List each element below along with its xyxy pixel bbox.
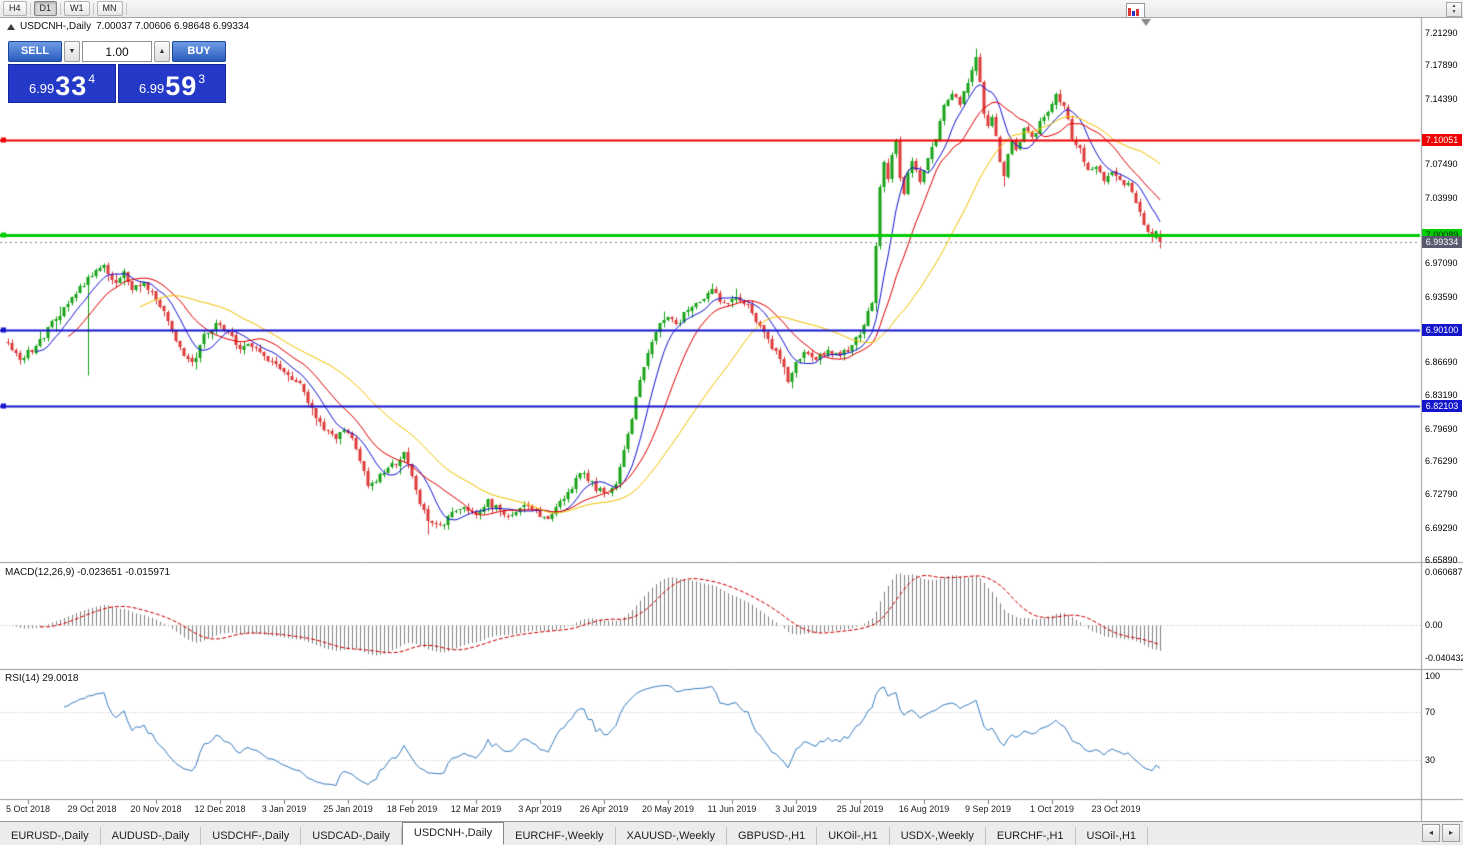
tab-usdcnh-daily[interactable]: USDCNH-,Daily — [401, 822, 505, 845]
level-price-tag-6-82103: 6.82103 — [1422, 399, 1462, 412]
mini-chart-red-bar — [1128, 8, 1131, 16]
timeframe-buttons: H4 D1 W1 MN — [0, 1, 127, 16]
sell-price-main: 33 — [55, 71, 88, 101]
date-axis-label: 23 Oct 2019 — [1091, 804, 1141, 814]
macd-axis-label: 0.060687 — [1425, 567, 1463, 577]
date-axis-label: 20 Nov 2018 — [130, 804, 182, 814]
date-axis-label: 11 Jun 2019 — [707, 804, 757, 814]
date-axis-label: 5 Oct 2018 — [5, 804, 51, 814]
date-axis-label: 26 Apr 2019 — [579, 804, 629, 814]
date-axis-label: 12 Mar 2019 — [450, 804, 502, 814]
mini-chart-blue-bar — [1132, 11, 1135, 16]
buy-price-main: 59 — [165, 71, 198, 101]
tab-usdx-weekly[interactable]: USDX-,Weekly — [890, 827, 986, 845]
date-axis-label: 25 Jan 2019 — [323, 804, 373, 814]
tab-eurchf-h1[interactable]: EURCHF-,H1 — [986, 827, 1076, 845]
sell-price-pip: 4 — [88, 72, 96, 86]
date-axis-label: 29 Oct 2018 — [67, 804, 117, 814]
date-axis-label: 3 Jan 2019 — [261, 804, 307, 814]
date-axis-label: 20 May 2019 — [641, 804, 695, 814]
macd-axis-label: 0.00 — [1425, 620, 1443, 630]
tab-usdchf-daily[interactable]: USDCHF-,Daily — [201, 827, 302, 845]
tab-usdcad-daily[interactable]: USDCAD-,Daily — [301, 827, 402, 845]
axis-scroll-arrows-icon[interactable]: ▲ ▼ — [1446, 2, 1462, 17]
price-axis-tick: 6.97090 — [1425, 258, 1458, 269]
price-axis-tick: 7.03990 — [1425, 192, 1458, 203]
one-click-trading-panel: SELL ▼ 1.00 ▲ BUY 6.99 33 4 6.99 59 3 — [8, 41, 226, 103]
macd-axis-label: -0.040432 — [1425, 653, 1463, 663]
volume-input[interactable]: 1.00 — [82, 41, 152, 62]
date-axis-label: 12 Dec 2018 — [194, 804, 246, 814]
timeframe-toolbar: H4 D1 W1 MN ▲ ▼ — [0, 0, 1463, 18]
level-price-tag-6-90100: 6.90100 — [1422, 323, 1462, 336]
buy-price-panel[interactable]: 6.99 59 3 — [118, 64, 226, 103]
rsi-axis-label: 70 — [1425, 707, 1436, 717]
sell-button[interactable]: SELL — [8, 41, 62, 62]
tab-audusd-daily[interactable]: AUDUSD-,Daily — [101, 827, 202, 845]
sell-price-panel[interactable]: 6.99 33 4 — [8, 64, 116, 103]
price-axis[interactable]: 7.21290 7.17890 7.14390 7.07490 7.03990 6.970… — [1421, 17, 1463, 800]
chart-tabs: EURUSD-,Daily AUDUSD-,Daily USDCHF-,Daily U… — [0, 822, 1149, 845]
time-axis[interactable]: 5 Oct 2018 29 Oct 2018 20 Nov 2018 12 Dec 2… — [0, 800, 1421, 821]
toolbar-separator — [125, 2, 127, 15]
price-axis-tick: 7.21290 — [1425, 28, 1458, 38]
timeframe-button-h4[interactable]: H4 — [3, 1, 27, 16]
chart-window-tabbar: EURUSD-,Daily AUDUSD-,Daily USDCHF-,Daily U… — [0, 821, 1463, 845]
tab-gbpusd-h1[interactable]: GBPUSD-,H1 — [727, 827, 818, 845]
date-axis-label: 3 Apr 2019 — [518, 804, 562, 814]
mini-chart-red-bar2 — [1136, 9, 1139, 16]
price-axis-tick: 6.79690 — [1425, 423, 1458, 434]
tab-eurusd-daily[interactable]: EURUSD-,Daily — [0, 827, 101, 845]
one-click-collapse-icon[interactable] — [7, 23, 15, 30]
date-axis-label: 9 Sep 2019 — [964, 804, 1012, 814]
price-axis-tick: 6.72790 — [1425, 489, 1458, 500]
date-axis-label: 16 Aug 2019 — [898, 804, 950, 814]
price-axis-tick: 7.14390 — [1425, 93, 1458, 104]
date-axis-label: 25 Jul 2019 — [836, 804, 884, 814]
timeframe-button-w1[interactable]: W1 — [64, 1, 90, 16]
tab-scroll-controls: ◂ ▸ — [1422, 824, 1463, 845]
volume-decrease-button[interactable]: ▼ — [64, 41, 80, 62]
price-axis-tick: 7.17890 — [1425, 60, 1458, 71]
date-axis-label: 3 Jul 2019 — [775, 804, 817, 814]
macd-indicator-label: MACD(12,26,9) -0.023651 -0.015971 — [5, 567, 171, 578]
tab-scroll-right-icon[interactable]: ▸ — [1442, 824, 1460, 842]
level-price-tag-7-10051: 7.10051 — [1422, 133, 1462, 146]
buy-price-pip: 3 — [198, 72, 206, 86]
rsi-axis-label: 30 — [1425, 755, 1436, 765]
chart-ohlc-values: 7.00037 7.00606 6.98648 6.99334 — [96, 21, 250, 32]
tab-usoil-h1[interactable]: USOil-,H1 — [1076, 827, 1149, 845]
tab-xauusd-weekly[interactable]: XAUUSD-,Weekly — [616, 827, 727, 845]
toolbar-separator — [29, 2, 31, 15]
mini-chart-icon[interactable] — [1126, 3, 1145, 18]
buy-button[interactable]: BUY — [172, 41, 226, 62]
bid-price-tag: 6.99334 — [1422, 235, 1462, 248]
tab-eurchf-weekly[interactable]: EURCHF-,Weekly — [504, 827, 616, 845]
chart-symbol-label: USDCNH-,Daily — [20, 21, 92, 32]
tab-scroll-left-icon[interactable]: ◂ — [1422, 824, 1440, 842]
chart-title: USDCNH-,Daily 7.00037 7.00606 6.98648 6.… — [7, 21, 249, 32]
price-axis-tick: 6.86690 — [1425, 357, 1458, 368]
buy-price-head: 6.99 — [138, 81, 165, 96]
price-axis-tick: 6.83190 — [1425, 390, 1458, 401]
price-axis-tick: 6.93590 — [1425, 291, 1458, 302]
rsi-indicator-label: RSI(14) 29.0018 — [5, 673, 79, 684]
price-axis-tick: 6.65890 — [1425, 555, 1458, 566]
price-axis-tick: 7.07490 — [1425, 159, 1458, 170]
volume-increase-button[interactable]: ▲ — [154, 41, 170, 62]
toolbar-separator — [92, 2, 94, 15]
date-axis-label: 18 Feb 2019 — [386, 804, 438, 814]
toolbar-separator — [60, 2, 62, 15]
price-axis-tick: 6.69290 — [1425, 522, 1458, 533]
price-axis-tick: 6.76290 — [1425, 456, 1458, 467]
tab-ukoil-h1[interactable]: UKOil-,H1 — [817, 827, 890, 845]
date-axis-label: 1 Oct 2019 — [1029, 804, 1075, 814]
timeframe-button-d1[interactable]: D1 — [33, 1, 58, 16]
rsi-axis-label: 100 — [1425, 671, 1441, 681]
timeframe-button-mn[interactable]: MN — [96, 1, 123, 16]
sell-price-head: 6.99 — [28, 81, 55, 96]
